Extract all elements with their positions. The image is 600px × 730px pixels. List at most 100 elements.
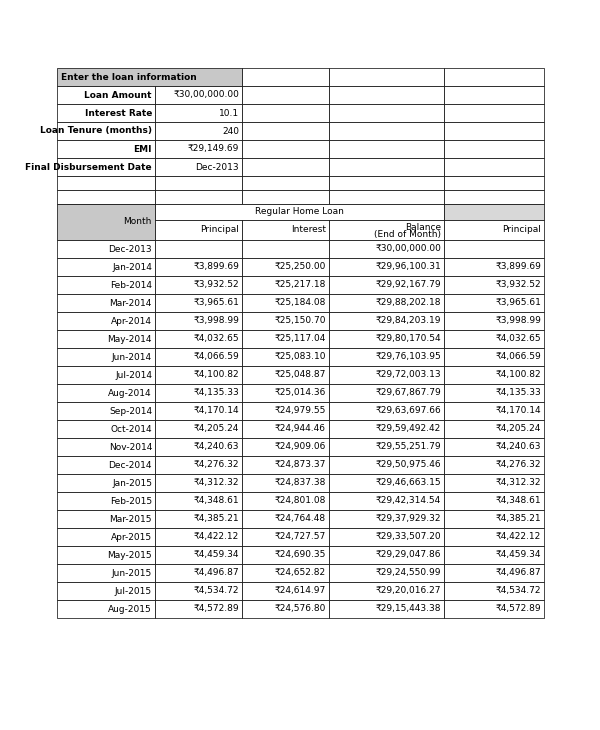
Text: Aug-2014: Aug-2014 [109, 388, 152, 398]
Bar [242, 510, 329, 528]
Text: ₹4,240.63: ₹4,240.63 [496, 442, 541, 451]
Text: ₹29,55,251.79: ₹29,55,251.79 [376, 442, 441, 451]
Text: ₹25,117.04: ₹25,117.04 [275, 334, 326, 344]
Bar [329, 294, 444, 312]
Bar [329, 510, 444, 528]
Text: ₹4,205.24: ₹4,205.24 [194, 425, 239, 434]
Bar [155, 276, 242, 294]
Bar [242, 492, 329, 510]
Text: ₹29,67,867.79: ₹29,67,867.79 [375, 388, 441, 398]
Bar [155, 564, 242, 582]
Bar [57, 140, 155, 158]
Text: Enter the loan information: Enter the loan information [61, 72, 197, 82]
Bar [444, 366, 544, 384]
Bar [444, 220, 544, 240]
Text: ₹29,15,443.38: ₹29,15,443.38 [376, 604, 441, 613]
Text: Dec-2013: Dec-2013 [109, 245, 152, 253]
Text: ₹4,572.89: ₹4,572.89 [496, 604, 541, 613]
Bar [329, 402, 444, 420]
Text: ₹3,899.69: ₹3,899.69 [193, 263, 239, 272]
Bar [57, 330, 155, 348]
Bar [242, 366, 329, 384]
Bar [444, 122, 544, 140]
Text: ₹4,240.63: ₹4,240.63 [193, 442, 239, 451]
Bar [155, 420, 242, 438]
Text: ₹3,965.61: ₹3,965.61 [193, 299, 239, 307]
Text: ₹29,92,167.79: ₹29,92,167.79 [376, 280, 441, 290]
Bar [329, 158, 444, 176]
Bar [444, 140, 544, 158]
Text: ₹4,348.61: ₹4,348.61 [193, 496, 239, 505]
Bar [242, 312, 329, 330]
Bar [155, 384, 242, 402]
Bar [444, 240, 544, 258]
Bar [242, 564, 329, 582]
Bar [242, 402, 329, 420]
Bar [57, 190, 155, 204]
Bar [155, 474, 242, 492]
Bar [57, 546, 155, 564]
Text: ₹29,149.69: ₹29,149.69 [188, 145, 239, 153]
Bar [444, 438, 544, 456]
Bar [155, 600, 242, 618]
Text: ₹29,96,100.31: ₹29,96,100.31 [375, 263, 441, 272]
Bar [155, 204, 444, 220]
Text: ₹25,014.36: ₹25,014.36 [275, 388, 326, 398]
Text: ₹4,066.59: ₹4,066.59 [495, 353, 541, 361]
Bar [444, 86, 544, 104]
Text: ₹3,998.99: ₹3,998.99 [495, 317, 541, 326]
Text: ₹3,932.52: ₹3,932.52 [193, 280, 239, 290]
Text: ₹29,76,103.95: ₹29,76,103.95 [375, 353, 441, 361]
Text: Dec-2013: Dec-2013 [196, 163, 239, 172]
Bar [242, 528, 329, 546]
Bar [242, 582, 329, 600]
Bar [57, 240, 155, 258]
Text: ₹29,20,016.27: ₹29,20,016.27 [376, 586, 441, 596]
Text: ₹4,312.32: ₹4,312.32 [193, 478, 239, 488]
Text: ₹4,572.89: ₹4,572.89 [193, 604, 239, 613]
Text: ₹4,100.82: ₹4,100.82 [193, 371, 239, 380]
Bar [329, 582, 444, 600]
Bar [444, 190, 544, 204]
Text: ₹29,80,170.54: ₹29,80,170.54 [376, 334, 441, 344]
Bar [57, 420, 155, 438]
Text: ₹24,837.38: ₹24,837.38 [275, 478, 326, 488]
Text: 240: 240 [222, 126, 239, 136]
Bar [444, 456, 544, 474]
Bar [57, 564, 155, 582]
Text: ₹29,37,929.32: ₹29,37,929.32 [376, 515, 441, 523]
Text: ₹24,873.37: ₹24,873.37 [275, 461, 326, 469]
Bar [155, 402, 242, 420]
Bar [242, 600, 329, 618]
Bar [444, 294, 544, 312]
Text: ₹4,066.59: ₹4,066.59 [193, 353, 239, 361]
Text: Month: Month [124, 218, 152, 226]
Text: ₹24,944.46: ₹24,944.46 [275, 425, 326, 434]
Bar [155, 122, 242, 140]
Text: ₹25,184.08: ₹25,184.08 [275, 299, 326, 307]
Bar [242, 438, 329, 456]
Bar [329, 312, 444, 330]
Bar [242, 104, 329, 122]
Bar [329, 276, 444, 294]
Bar [444, 176, 544, 190]
Bar [444, 204, 544, 220]
Text: ₹4,100.82: ₹4,100.82 [496, 371, 541, 380]
Bar [57, 348, 155, 366]
Bar [57, 104, 155, 122]
Bar [444, 402, 544, 420]
Bar [242, 240, 329, 258]
Text: Jun-2015: Jun-2015 [112, 569, 152, 577]
Text: ₹29,46,663.15: ₹29,46,663.15 [376, 478, 441, 488]
Text: ₹24,576.80: ₹24,576.80 [275, 604, 326, 613]
Bar [329, 86, 444, 104]
Bar [329, 438, 444, 456]
Bar [57, 312, 155, 330]
Bar [242, 384, 329, 402]
Bar [57, 294, 155, 312]
Text: ₹25,250.00: ₹25,250.00 [275, 263, 326, 272]
Bar [242, 220, 329, 240]
Bar [242, 546, 329, 564]
Bar [444, 330, 544, 348]
Bar [155, 312, 242, 330]
